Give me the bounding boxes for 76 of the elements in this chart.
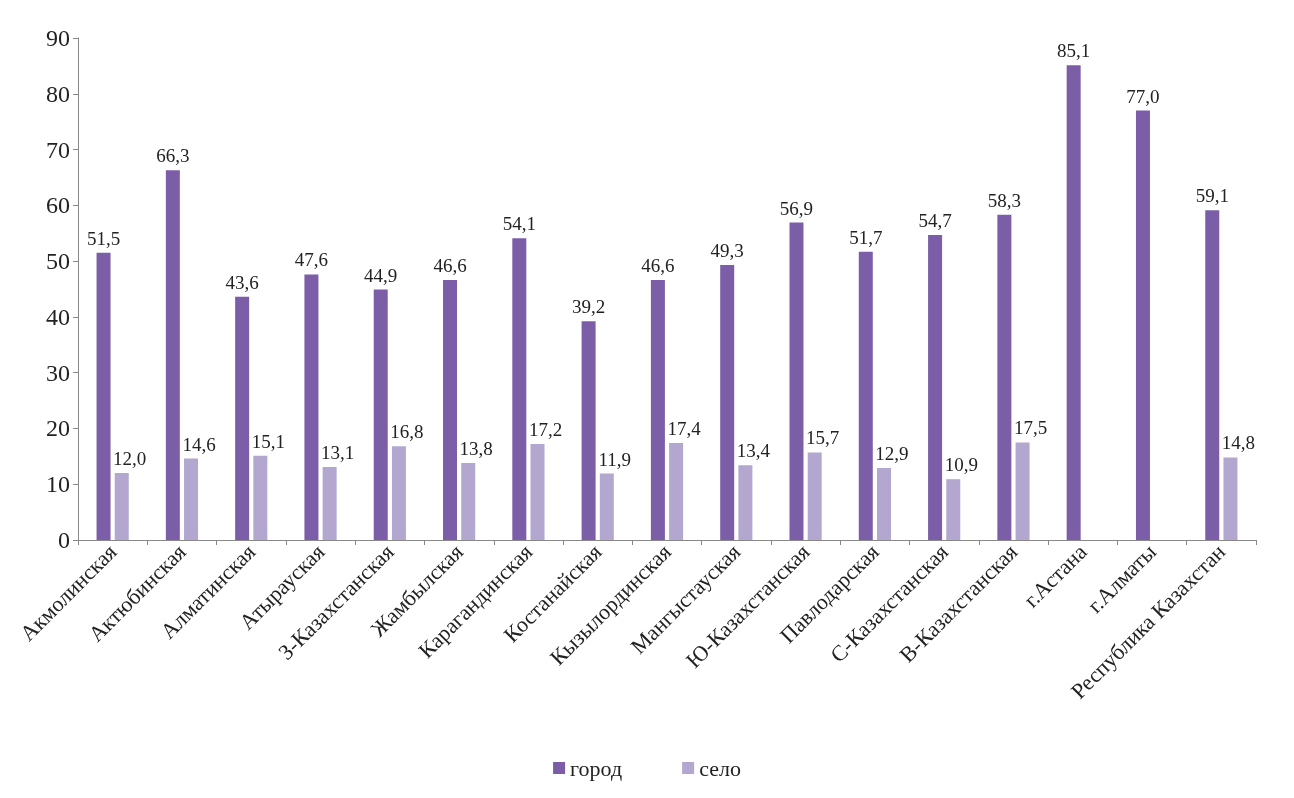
data-label: 43,6 <box>225 271 259 293</box>
bar <box>1015 442 1030 540</box>
data-label: 66,3 <box>156 145 190 167</box>
data-label: 11,9 <box>598 448 632 470</box>
bar <box>997 214 1012 540</box>
data-label: 46,6 <box>641 255 675 277</box>
legend-label: село <box>699 755 741 781</box>
bar <box>461 463 476 540</box>
data-label: 15,1 <box>251 430 285 452</box>
bar <box>184 458 199 540</box>
data-label: 12,0 <box>113 448 147 470</box>
bar <box>1066 65 1081 540</box>
bar <box>789 222 804 540</box>
bar <box>1135 110 1150 540</box>
y-tick-label: 60 <box>46 192 70 219</box>
y-tick-label: 90 <box>46 25 70 51</box>
y-tick-label: 30 <box>46 359 70 386</box>
bar <box>807 452 822 540</box>
bar <box>114 473 129 540</box>
bar <box>391 446 406 540</box>
data-label: 54,7 <box>918 209 952 231</box>
data-label: 13,8 <box>459 438 493 460</box>
data-label: 17,4 <box>667 417 702 439</box>
data-label: 44,9 <box>364 264 398 286</box>
bar <box>165 170 180 540</box>
data-label: 51,5 <box>86 227 121 249</box>
bar <box>443 280 458 540</box>
bar <box>96 252 111 540</box>
bar <box>530 444 545 540</box>
data-label: 12,9 <box>875 443 909 465</box>
data-label: 15,7 <box>806 427 840 449</box>
bar <box>650 280 665 540</box>
y-tick-label: 80 <box>46 80 70 107</box>
data-label: 46,6 <box>433 255 467 277</box>
bar <box>720 265 735 540</box>
data-label: 49,3 <box>710 240 744 262</box>
bar <box>512 238 527 540</box>
data-label: 58,3 <box>987 189 1021 211</box>
data-label: 14,6 <box>182 433 216 455</box>
data-label: 13,1 <box>321 441 355 463</box>
data-label: 16,8 <box>390 421 424 443</box>
bar <box>876 468 891 540</box>
y-tick-label: 70 <box>46 136 70 163</box>
data-label: 10,9 <box>944 454 978 476</box>
data-label: 14,8 <box>1221 432 1256 454</box>
data-label: 13,4 <box>736 440 771 462</box>
data-label: 54,1 <box>502 213 536 235</box>
y-tick-label: 10 <box>46 471 70 498</box>
bar <box>858 251 873 540</box>
data-label: 17,2 <box>528 419 563 441</box>
y-tick-label: 0 <box>58 527 70 553</box>
bar <box>235 296 250 540</box>
bar <box>928 234 943 540</box>
data-label: 85,1 <box>1057 40 1091 62</box>
data-label: 17,5 <box>1013 417 1048 439</box>
legend-label: город <box>570 755 623 781</box>
data-label: 51,7 <box>849 226 883 248</box>
bar <box>1223 457 1238 540</box>
data-label: 59,1 <box>1195 185 1229 207</box>
bar <box>373 289 388 540</box>
data-label: 39,2 <box>571 296 606 318</box>
data-label: 56,9 <box>779 197 814 219</box>
data-label: 77,0 <box>1126 85 1160 107</box>
y-tick-label: 40 <box>46 303 70 330</box>
bar <box>322 466 337 540</box>
y-tick-label: 20 <box>46 415 70 442</box>
y-tick-label: 50 <box>46 248 70 275</box>
data-label: 47,6 <box>294 249 329 271</box>
bar <box>738 465 753 540</box>
bar <box>1205 210 1220 540</box>
bar <box>253 455 268 540</box>
bar <box>581 321 596 540</box>
bar <box>304 274 319 540</box>
bar <box>599 473 614 540</box>
bar <box>669 442 684 540</box>
bar <box>946 479 961 540</box>
